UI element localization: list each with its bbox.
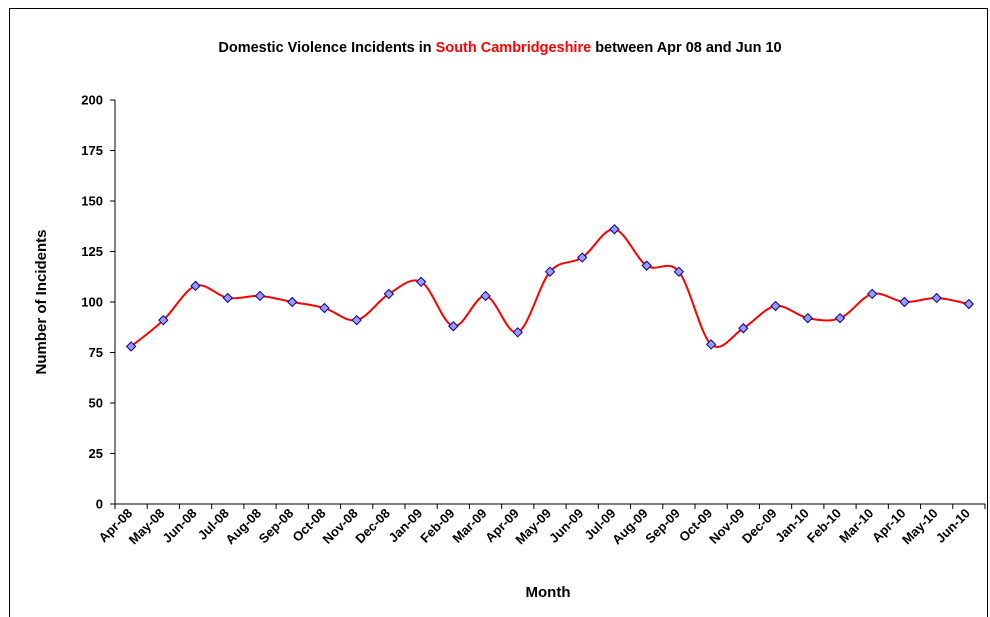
data-point xyxy=(448,321,459,332)
data-point xyxy=(158,314,169,326)
data-point xyxy=(512,327,523,338)
chart-title: Domestic Violence Incidents in South Cam… xyxy=(218,40,781,56)
x-tick-label: Feb-10 xyxy=(804,506,844,546)
data-point xyxy=(609,224,620,235)
chart-title-part-1: Domestic Violence Incidents in xyxy=(218,40,435,56)
data-points xyxy=(125,224,975,352)
data-point xyxy=(190,280,201,292)
y-tick-label: 200 xyxy=(81,93,103,108)
x-tick-label: May-09 xyxy=(512,506,554,548)
series-line xyxy=(130,228,970,348)
x-tick-label: Aug-09 xyxy=(609,506,651,548)
data-point xyxy=(738,323,749,334)
y-tick-label: 50 xyxy=(89,396,103,411)
y-axis-label: Number of Incidents xyxy=(33,229,50,374)
data-point xyxy=(899,296,910,308)
data-point xyxy=(963,298,975,310)
x-tick-label: Jun-08 xyxy=(159,506,199,546)
x-tick-label: Mar-10 xyxy=(836,506,876,546)
data-point xyxy=(254,290,266,302)
y-tick-label: 100 xyxy=(81,295,103,310)
data-point xyxy=(577,252,588,263)
chart-title-highlight: South Cambridgeshire xyxy=(436,40,592,56)
data-point xyxy=(802,312,813,324)
y-tick-label: 125 xyxy=(81,244,103,259)
data-point xyxy=(480,290,491,302)
data-point xyxy=(673,266,685,277)
x-tick-label: Nov-09 xyxy=(706,506,747,547)
y-tick-label: 75 xyxy=(89,345,103,360)
x-tick-label: Mar-09 xyxy=(449,506,489,546)
data-point xyxy=(867,288,878,300)
x-tick-label: Jun-09 xyxy=(546,506,586,546)
x-tick-label: Dec-08 xyxy=(352,506,393,547)
data-point xyxy=(415,276,427,288)
data-point xyxy=(641,260,652,271)
x-tick-labels: Apr-08May-08Jun-08Jul-08Aug-08Sep-08Oct-… xyxy=(96,506,974,548)
y-tick-label: 150 xyxy=(81,194,103,209)
x-tick-label: Jun-10 xyxy=(933,506,973,546)
x-tick-label: Nov-08 xyxy=(320,506,361,547)
data-point xyxy=(287,296,298,308)
data-point xyxy=(319,302,330,314)
x-axis-label: Month xyxy=(526,584,571,601)
axes xyxy=(110,99,986,509)
data-point xyxy=(931,292,942,304)
x-tick-label: May-10 xyxy=(899,506,941,548)
x-tick-label: Aug-08 xyxy=(222,506,264,548)
data-point xyxy=(705,339,717,350)
x-tick-label: Sep-09 xyxy=(642,506,683,547)
data-point xyxy=(222,292,233,304)
x-tick-label: Sep-08 xyxy=(256,506,297,547)
x-tick-label: Jan-09 xyxy=(385,506,425,546)
chart-frame xyxy=(9,8,988,617)
x-tick-label: Feb-09 xyxy=(417,506,457,546)
data-point xyxy=(544,266,556,277)
x-tick-label: May-08 xyxy=(126,506,168,548)
chart-title-part-3: between Apr 08 and Jun 10 xyxy=(591,40,781,56)
x-tick-label: Dec-09 xyxy=(739,506,780,547)
y-tick-label: 25 xyxy=(89,446,103,461)
data-point xyxy=(383,288,395,300)
data-point xyxy=(770,300,781,312)
y-tick-label: 175 xyxy=(81,143,103,158)
y-tick-label: 0 xyxy=(96,497,103,512)
data-point xyxy=(351,314,362,326)
data-point xyxy=(834,312,846,324)
x-tick-label: Jan-10 xyxy=(772,506,812,546)
y-tick-labels: 0 25 50 75 100 125 150 175 200 xyxy=(81,93,103,512)
data-point xyxy=(125,341,137,352)
